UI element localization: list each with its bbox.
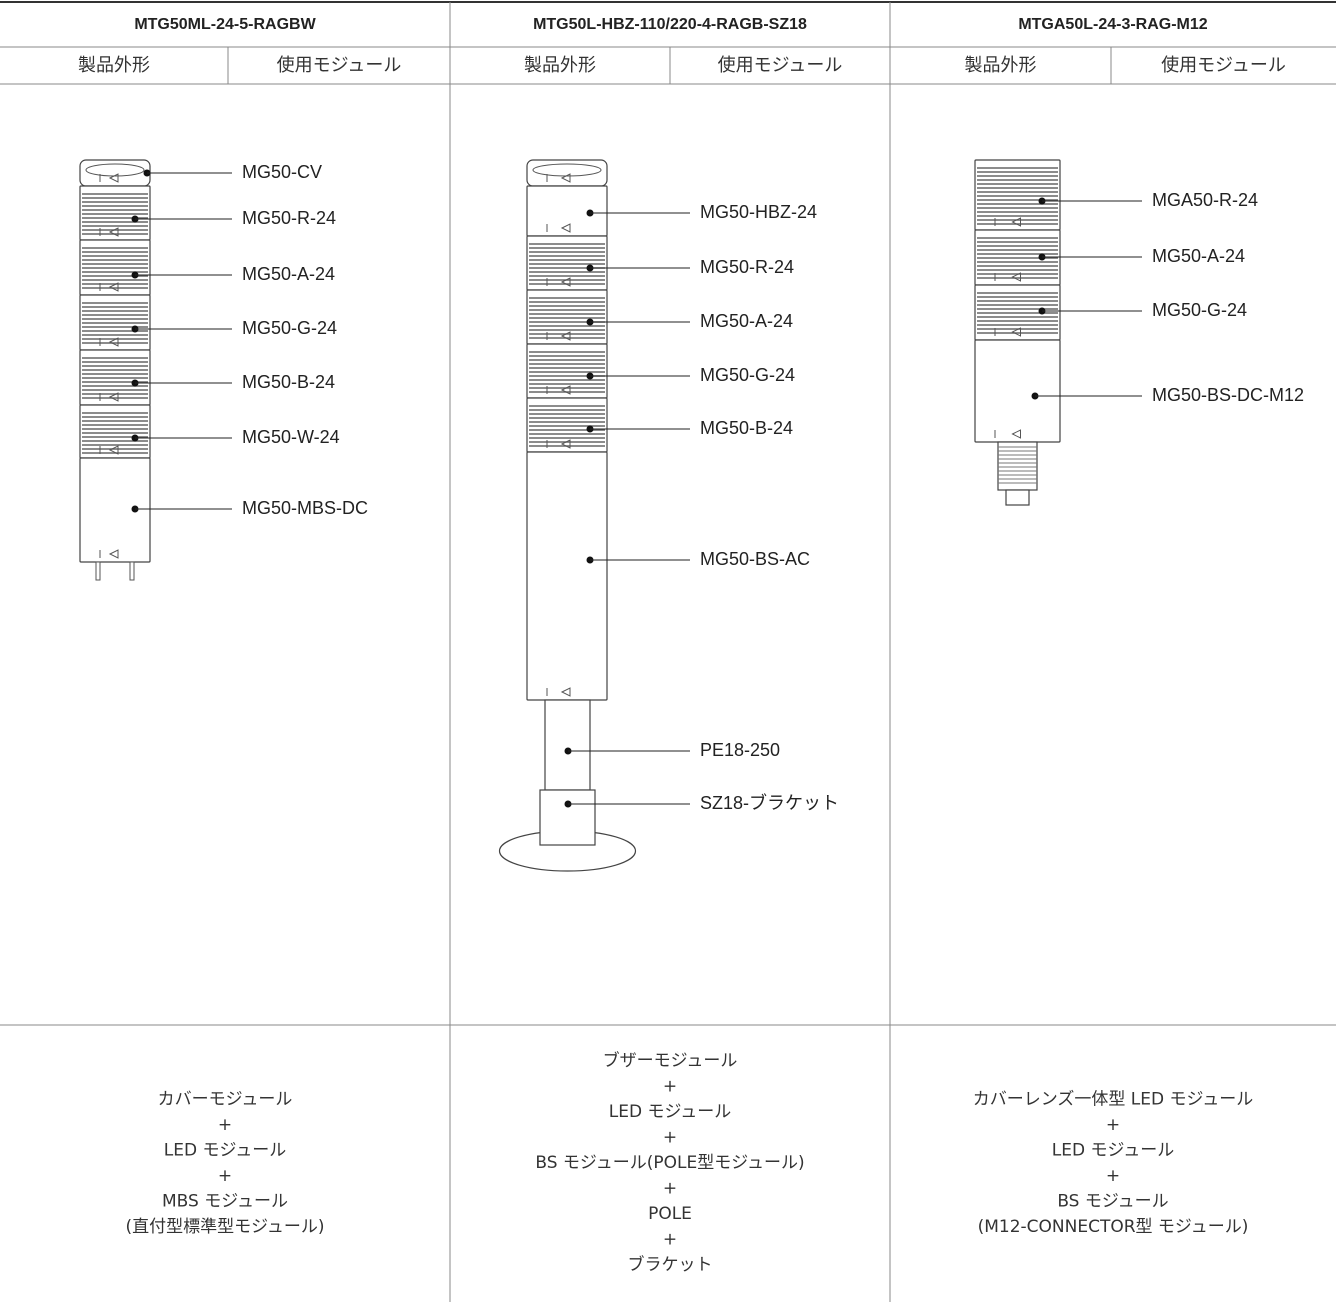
- module-label: MG50-BS-AC: [700, 549, 810, 569]
- module-label: MG50-G-24: [242, 318, 337, 338]
- bracket: [539, 789, 596, 846]
- tower-drawing: [79, 159, 151, 581]
- column-header: 使用モジュール: [277, 55, 402, 76]
- module-label: MG50-A-24: [1152, 246, 1245, 266]
- column-title: MTG50L-HBZ-110/220-4-RAGB-SZ18: [533, 16, 807, 33]
- module-label: MG50-MBS-DC: [242, 498, 368, 518]
- cover-top: [532, 163, 602, 177]
- segment-mark: [99, 282, 119, 292]
- segment-mark: [99, 337, 119, 347]
- composition-line: MBS モジュール: [162, 1191, 288, 1211]
- composition-line: +: [1106, 1166, 1120, 1186]
- tower-drawing: [498, 159, 637, 872]
- segment-mark: [546, 173, 571, 183]
- composition-line: ブザーモジュール: [603, 1050, 738, 1071]
- composition-line: カバーレンズ一体型 LED モジュール: [973, 1089, 1254, 1109]
- segment-mark: [546, 277, 571, 287]
- segment-mark: [546, 331, 571, 341]
- composition-line: (M12-CONNECTOR型 モジュール): [978, 1217, 1249, 1237]
- tower-drawing: [974, 159, 1061, 506]
- composition-line: +: [218, 1115, 232, 1135]
- tower-segment: [526, 451, 608, 701]
- composition-line: LED モジュール: [1052, 1140, 1175, 1160]
- composition-line: +: [663, 1077, 677, 1097]
- segment-mark: [99, 173, 119, 183]
- composition-line: +: [218, 1166, 232, 1186]
- pole: [544, 699, 591, 791]
- segment-mark: [546, 439, 571, 449]
- module-label: MG50-B-24: [700, 418, 793, 438]
- segment-mark: [99, 549, 119, 559]
- composition-line: カバーモジュール: [158, 1089, 293, 1109]
- segment-mark: [994, 272, 1021, 282]
- composition-line: (直付型標準型モジュール): [125, 1217, 324, 1237]
- composition-line: +: [663, 1230, 677, 1250]
- segment-mark: [546, 687, 571, 697]
- composition-line: LED モジュール: [609, 1102, 732, 1122]
- column-header: 使用モジュール: [1161, 55, 1286, 76]
- composition-line: +: [1106, 1115, 1120, 1135]
- module-label: MG50-CV: [242, 162, 322, 182]
- module-label: MGA50-R-24: [1152, 190, 1258, 210]
- column-header: 製品外形: [524, 55, 596, 76]
- segment-mark: [994, 429, 1021, 439]
- module-label: MG50-B-24: [242, 372, 335, 392]
- module-label: PE18-250: [700, 740, 780, 760]
- column-header: 製品外形: [78, 55, 150, 76]
- segment-mark: [546, 385, 571, 395]
- column-header: 使用モジュール: [718, 55, 843, 76]
- module-label: MG50-R-24: [242, 208, 336, 228]
- module-label: MG50-A-24: [700, 311, 793, 331]
- segment-mark: [99, 227, 119, 237]
- module-label: MG50-G-24: [1152, 300, 1247, 320]
- tower-segment: [974, 339, 1061, 443]
- cover-top: [85, 163, 145, 177]
- pin: [129, 561, 135, 581]
- column-title: MTG50ML-24-5-RAGBW: [134, 16, 316, 33]
- segment-mark: [99, 445, 119, 455]
- connector-tip: [1005, 489, 1030, 506]
- module-label: SZ18-ブラケット: [700, 792, 839, 813]
- module-label: MG50-A-24: [242, 264, 335, 284]
- segment-mark: [994, 327, 1021, 337]
- segment-mark: [546, 223, 571, 233]
- composition-line: LED モジュール: [164, 1140, 287, 1160]
- composition-line: BS モジュール(POLE型モジュール): [535, 1153, 804, 1173]
- column-title: MTGA50L-24-3-RAG-M12: [1018, 16, 1207, 33]
- composition-line: +: [663, 1179, 677, 1199]
- module-label: MG50-BS-DC-M12: [1152, 385, 1304, 405]
- module-label: MG50-G-24: [700, 365, 795, 385]
- module-label: MG50-R-24: [700, 257, 794, 277]
- composition-line: BS モジュール: [1057, 1191, 1168, 1211]
- tower-segment: [526, 185, 608, 237]
- pin: [95, 561, 101, 581]
- module-label: MG50-W-24: [242, 427, 340, 447]
- segment-mark: [994, 217, 1021, 227]
- composition-line: POLE: [648, 1204, 692, 1224]
- tower-segment: [79, 457, 151, 563]
- composition-line: +: [663, 1128, 677, 1148]
- composition-line: ブラケット: [628, 1254, 713, 1275]
- column-header: 製品外形: [965, 55, 1037, 76]
- connector: [997, 441, 1038, 491]
- module-label: MG50-HBZ-24: [700, 202, 817, 222]
- segment-mark: [99, 392, 119, 402]
